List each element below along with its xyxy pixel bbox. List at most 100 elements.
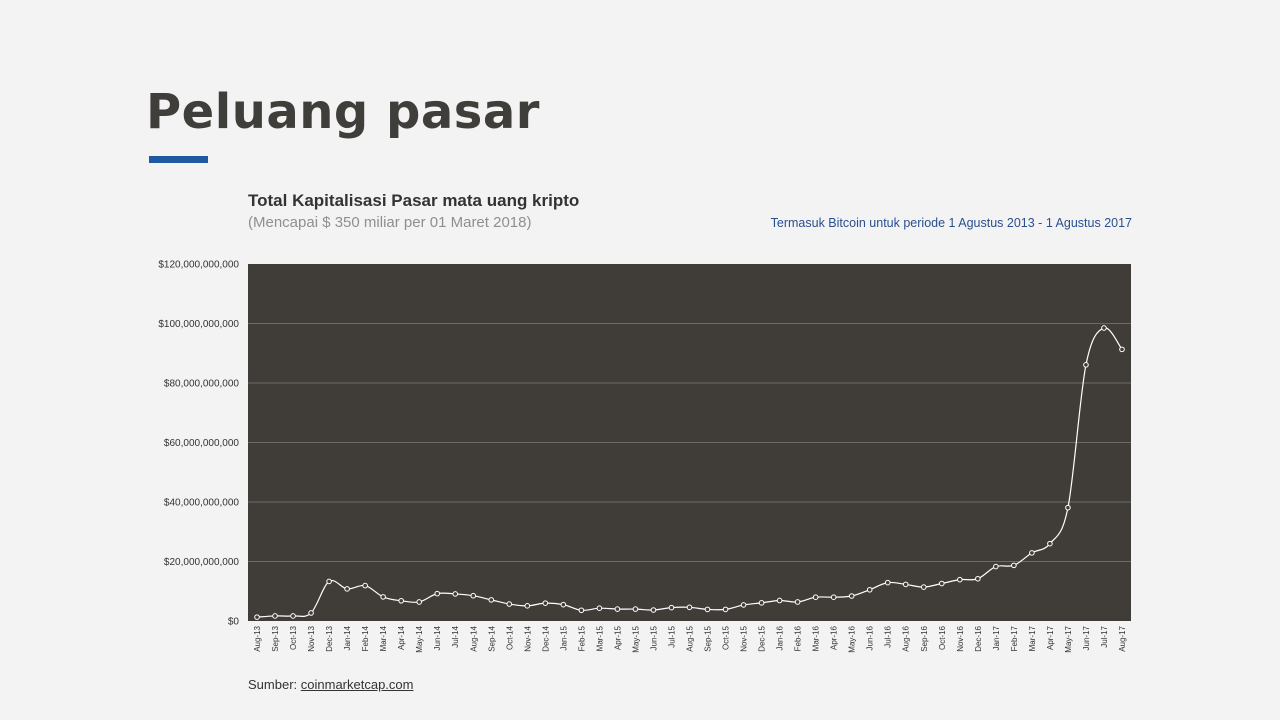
x-tick-label: Feb-15 [577,625,586,651]
x-tick-label: Aug-13 [253,625,262,651]
data-point [957,576,963,583]
chart-title: Total Kapitalisasi Pasar mata uang kript… [248,191,580,210]
data-point [722,606,729,613]
source-link[interactable]: coinmarketcap.com [300,677,414,692]
x-tick-label: Jan-16 [776,625,785,650]
data-point [398,597,404,604]
data-point [578,607,585,614]
x-tick-label: Mar-14 [379,625,388,651]
data-point [416,599,422,605]
y-tick-label: $100,000,000,000 [158,319,239,330]
data-point [884,579,891,586]
data-point [776,597,783,604]
data-point [434,590,441,597]
x-tick-label: Feb-17 [1010,625,1019,651]
x-tick-label: May-15 [631,625,640,652]
data-point [938,580,945,587]
x-tick-label: Apr-16 [830,625,839,650]
x-tick-label: Nov-16 [956,625,965,651]
data-point [848,593,855,599]
data-point [794,599,801,605]
x-tick-label: Dec-14 [541,625,550,651]
data-point [596,605,603,612]
x-tick-label: Oct-14 [505,625,514,650]
x-tick-label: Jun-14 [433,625,442,650]
x-tick-label: Dec-13 [325,625,334,651]
x-tick-label: Jun-15 [649,625,658,650]
x-tick-label: Sep-14 [487,625,496,651]
data-point [488,597,495,603]
x-tick-label: Apr-14 [397,625,406,650]
data-point [1083,362,1089,368]
data-point [993,563,999,570]
data-point [1029,550,1035,556]
x-tick-label: Nov-14 [523,625,532,651]
x-tick-label: Aug-17 [1118,625,1127,651]
data-point [902,581,909,588]
data-point [650,607,657,613]
x-tick-label: Oct-15 [722,625,731,650]
x-tick-label: Mar-16 [812,625,821,651]
y-tick-label: $40,000,000,000 [164,498,240,509]
x-tick-label: Sep-15 [704,625,713,651]
data-point [920,584,927,590]
x-tick-label: Jan-14 [343,625,352,650]
x-tick-label: Apr-15 [613,625,622,650]
data-point [1065,504,1071,511]
data-point [560,601,567,608]
data-point [740,602,747,608]
x-tick-label: Sep-16 [920,625,929,651]
x-tick-label: Oct-16 [938,625,947,650]
data-point [362,582,368,589]
data-point [470,592,477,599]
x-tick-label: Mar-15 [595,625,604,651]
x-tick-label: Apr-17 [1046,625,1055,650]
data-point [272,613,278,619]
data-point [254,614,260,620]
x-tick-label: Jan-17 [992,625,1001,650]
y-tick-label: $120,000,000,000 [158,260,239,271]
x-tick-label: Mar-17 [1028,625,1037,651]
data-point [632,606,639,612]
data-point [704,606,711,613]
data-point [614,606,621,612]
x-tick-label: Oct-13 [289,625,298,650]
x-tick-label: Aug-16 [902,625,911,651]
x-tick-label: Nov-15 [740,625,749,651]
data-point [290,613,296,619]
y-tick-label: $0 [228,617,240,628]
x-tick-label: Aug-15 [686,625,695,651]
x-tick-label: Dec-16 [974,625,983,651]
x-tick-label: Nov-13 [307,625,316,651]
data-point [542,600,549,606]
data-point [812,594,819,601]
data-point [524,603,531,609]
data-point [975,575,981,582]
data-point [830,594,837,601]
x-tick-label: Jul-16 [884,625,893,647]
slide-title: Peluang pasar [146,84,540,140]
data-point [1119,346,1125,353]
x-tick-label: May-14 [415,625,424,652]
x-tick-label: Jan-15 [559,625,568,650]
data-point [326,578,332,585]
market-cap-line-chart: $0 $20,000,000,000 $40,000,000,000 $60,000,… [158,260,1131,653]
data-point [758,600,765,606]
data-point [686,604,693,611]
source-label: Sumber: [248,677,298,692]
y-tick-label: $80,000,000,000 [164,379,240,390]
title-accent-bar [149,156,208,163]
x-tick-label: Sep-13 [271,625,280,651]
data-point [1011,562,1017,569]
data-point [866,586,873,593]
x-tick-label: Jul-15 [667,625,676,647]
x-tick-label: Jun-17 [1082,625,1091,650]
x-tick-label: Feb-16 [794,625,803,651]
x-tick-label: Feb-14 [361,625,370,651]
x-tick-label: Jul-14 [451,625,460,647]
data-point [1047,540,1053,547]
x-tick-label: Dec-15 [758,625,767,651]
data-point [380,594,386,600]
y-tick-label: $60,000,000,000 [164,438,240,449]
x-tick-label: May-16 [848,625,857,652]
